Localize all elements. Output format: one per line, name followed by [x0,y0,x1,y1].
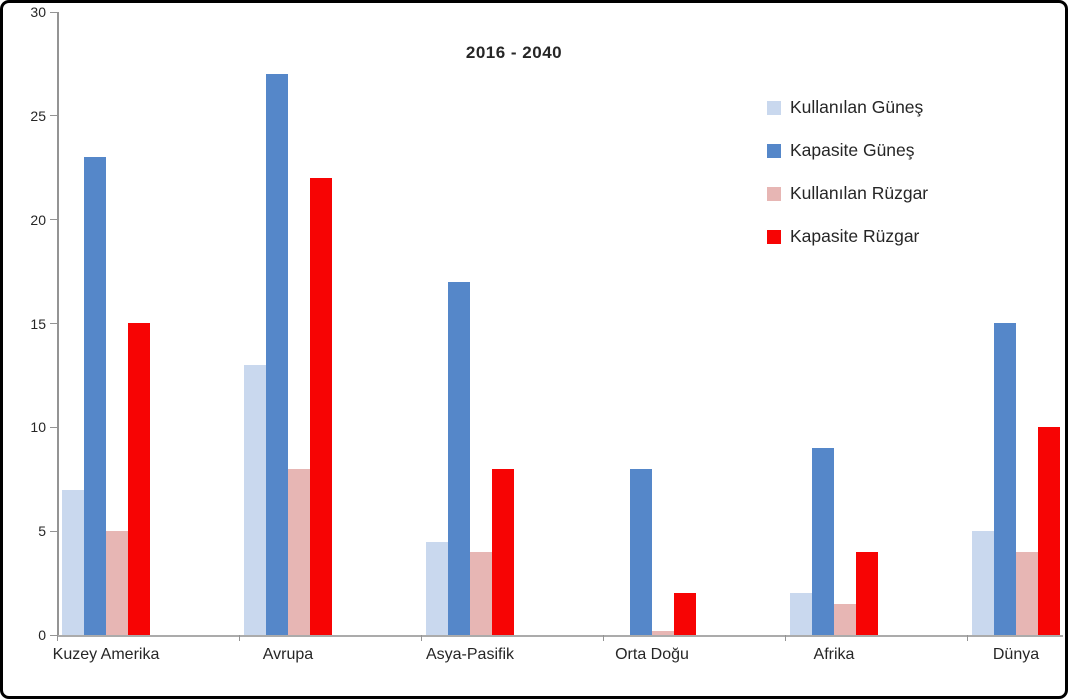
x-category-label: Kuzey Amerika [52,646,160,663]
bar-kapasite-güneş-dünya [994,323,1016,635]
bar-kullanılan-güneş-dünya [972,531,994,635]
y-axis-line [57,12,59,635]
bar-kapasite-rüzgar-avrupa [310,178,332,635]
bar-kapasite-güneş-avrupa [266,74,288,635]
chart-title: 2016 - 2040 [465,43,563,62]
bar-kapasite-güneş-kuzey-amerika [84,157,106,635]
bar-kapasite-güneş-asya-pasifik [448,282,470,635]
y-tick-label: 0 [38,627,46,643]
legend-label: Kapasite Güneş [790,140,915,160]
bar-kullanılan-rüzgar-avrupa [288,469,310,635]
bar-kullanılan-rüzgar-afrika [834,604,856,635]
legend-swatch-icon [767,100,781,115]
x-category-label: Orta Doğu [615,646,689,663]
bar-kapasite-rüzgar-kuzey-amerika [128,323,150,635]
legend: Kullanılan Güneş Kapasite Güneş Kullanılan… [767,96,928,248]
bar-kullanılan-rüzgar-orta-doğu [652,631,674,635]
legend-swatch-icon [767,229,781,244]
legend-swatch-icon [767,143,781,158]
legend-item-kullanılan-rüzgar: Kullanılan Rüzgar [767,182,928,205]
y-tick-label: 5 [38,523,46,540]
legend-item-kapasite-güneş: Kapasite Güneş [767,139,928,162]
x-category-label: Avrupa [262,646,314,663]
bar-kullanılan-güneş-afrika [790,593,812,635]
y-tick-label: 20 [30,211,46,228]
bar-kapasite-rüzgar-orta-doğu [674,593,696,635]
x-axis-line [57,635,1063,637]
x-category-label: Asya-Pasifik [425,646,515,663]
legend-item-kullanılan-güneş: Kullanılan Güneş [767,96,928,119]
x-category-label: Dünya [992,646,1040,663]
bar-kapasite-rüzgar-asya-pasifik [492,469,514,635]
bar-kapasite-güneş-orta-doğu [630,469,652,635]
bar-kullanılan-rüzgar-kuzey-amerika [106,531,128,635]
bar-kullanılan-rüzgar-asya-pasifik [470,552,492,635]
y-tick [50,115,57,117]
y-tick-label: 10 [30,419,46,436]
y-tick [50,426,57,428]
y-tick-label: 30 [30,4,46,20]
x-tick [967,635,968,641]
x-tick [603,635,604,641]
x-tick [239,635,240,641]
bar-kapasite-rüzgar-afrika [856,552,878,635]
bar-kullanılan-güneş-avrupa [244,365,266,635]
y-tick-label: 25 [30,107,46,124]
y-tick [50,530,57,532]
bar-kullanılan-güneş-kuzey-amerika [62,490,84,635]
y-tick [50,634,57,636]
x-category-label: Afrika [813,646,855,663]
x-tick [57,635,58,641]
legend-label: Kullanılan Rüzgar [790,183,929,203]
bar-kullanılan-güneş-asya-pasifik [426,542,448,635]
legend-item-kapasite-rüzgar: Kapasite Rüzgar [767,225,928,248]
y-tick-label: 15 [30,315,46,332]
legend-label: Kapasite Rüzgar [790,226,920,246]
bar-kapasite-rüzgar-dünya [1038,427,1060,635]
y-tick [50,219,57,221]
y-tick [50,323,57,324]
legend-swatch-icon [767,186,781,201]
y-tick [50,11,57,13]
legend-label: Kullanılan Güneş [790,97,924,117]
x-tick [785,635,786,641]
bar-kullanılan-rüzgar-dünya [1016,552,1038,635]
x-tick [421,635,422,641]
bar-kapasite-güneş-afrika [812,448,834,635]
